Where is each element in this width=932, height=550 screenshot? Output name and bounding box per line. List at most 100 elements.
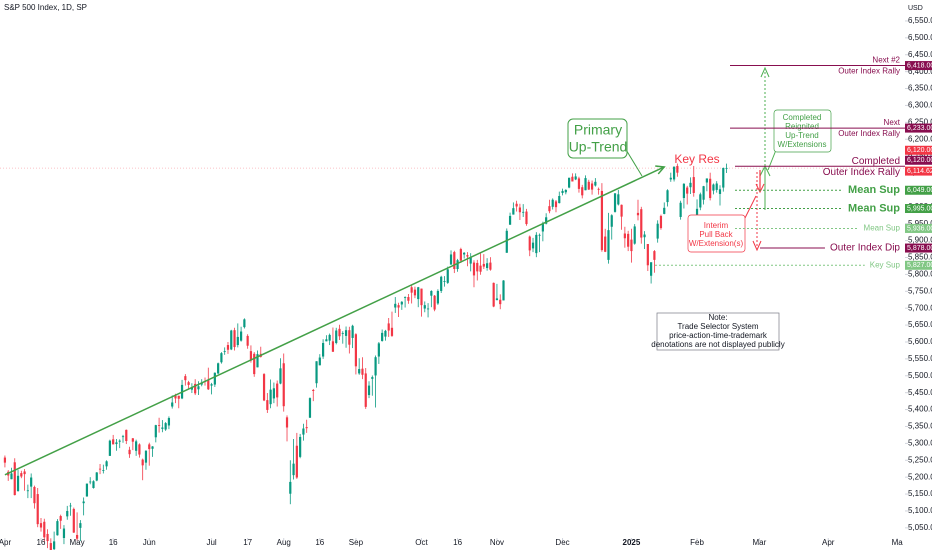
candle-body xyxy=(551,199,554,207)
note: denotations are not displayed publicly xyxy=(651,340,784,349)
candle-body xyxy=(620,204,623,217)
candle-body xyxy=(364,373,367,407)
candle-body xyxy=(600,190,604,251)
candle-body xyxy=(489,262,492,270)
x-tick-label: 16 xyxy=(453,538,462,547)
x-tick-label: Ma xyxy=(892,538,904,547)
candle-body xyxy=(128,449,131,455)
candle-body xyxy=(472,262,476,276)
candle-body xyxy=(105,461,108,467)
candle-body xyxy=(10,473,13,480)
annotation: Completed xyxy=(783,113,822,122)
candle-body xyxy=(722,167,725,188)
price-tag xyxy=(905,243,932,253)
candle-body xyxy=(554,201,558,208)
price-tag xyxy=(905,123,932,133)
price-tag-label: 6,418.00 xyxy=(907,62,932,69)
candle-body xyxy=(33,486,36,504)
candle-body xyxy=(253,353,256,375)
candle-body xyxy=(581,187,584,196)
level-label: Outer Index Dip xyxy=(830,243,900,254)
level-label: Outer Index Rally xyxy=(838,67,900,76)
candle-body xyxy=(400,301,403,305)
candle-body xyxy=(499,299,502,305)
candle-body xyxy=(597,188,600,190)
price-tag-label: 5,936.00 xyxy=(907,225,932,232)
price-tag-label: 5,878.00 xyxy=(907,245,932,252)
candle-body xyxy=(233,330,236,348)
currency: USD xyxy=(908,5,923,12)
candle-body xyxy=(420,288,423,306)
candle-body xyxy=(374,357,377,376)
y-tick-label: 5,850.00 xyxy=(908,253,932,262)
y-tick-label: 5,800.00 xyxy=(908,270,932,279)
candle-body xyxy=(39,523,43,528)
candle-body xyxy=(686,187,689,194)
trend-line xyxy=(4,166,665,476)
candle-body xyxy=(164,423,167,430)
candle-body xyxy=(361,368,364,375)
candle-body xyxy=(407,297,410,301)
candle-body xyxy=(318,357,321,366)
candle-body xyxy=(436,290,440,304)
candle-body xyxy=(718,189,722,194)
candle-body xyxy=(636,212,640,216)
candle-body xyxy=(36,494,39,525)
candle-body xyxy=(285,417,289,428)
candle-body xyxy=(190,387,193,390)
candle-body xyxy=(154,425,157,438)
chart-title: S&P 500 Index, 1D, SP xyxy=(4,3,87,12)
candle-body xyxy=(689,182,692,188)
candle-body xyxy=(548,206,551,212)
callout-box xyxy=(567,118,628,159)
candle-body xyxy=(243,319,246,328)
candle-body xyxy=(404,297,407,298)
candle-body xyxy=(121,436,125,438)
candle-body xyxy=(135,441,138,451)
candle-body xyxy=(699,194,702,208)
candle-body xyxy=(535,234,538,254)
price-tag-label: 6,114.62 xyxy=(907,168,932,175)
x-tick-label: Aug xyxy=(277,538,291,547)
annotation: Interim xyxy=(704,221,729,230)
level-label: Mean Sup xyxy=(848,184,900,196)
candle-body xyxy=(46,533,49,542)
candle-body xyxy=(62,528,66,538)
candle-body xyxy=(226,345,230,350)
candle-body xyxy=(69,505,72,507)
candle-body xyxy=(643,234,646,238)
y-tick-label: 5,950.00 xyxy=(908,219,932,228)
candle-body xyxy=(627,233,630,247)
candle-body xyxy=(528,236,531,251)
candle-body xyxy=(79,523,82,528)
y-tick-label: 6,250.00 xyxy=(908,117,932,126)
candle-body xyxy=(72,508,75,533)
candle-body xyxy=(13,462,16,496)
arrow-head xyxy=(755,183,765,194)
candle-body xyxy=(453,252,456,269)
candle-body xyxy=(239,331,243,341)
candle-body xyxy=(518,207,522,213)
candle-body xyxy=(709,178,712,199)
candle-body xyxy=(325,339,328,342)
candle-body xyxy=(377,343,380,357)
candle-body xyxy=(223,351,226,352)
y-tick-label: 5,600.00 xyxy=(908,337,932,346)
arrow-head xyxy=(760,66,770,78)
candle-body xyxy=(666,190,669,203)
y-tick-label: 5,150.00 xyxy=(908,489,932,498)
candle-body xyxy=(541,224,544,232)
y-tick-label: 5,500.00 xyxy=(908,371,932,380)
candle-body xyxy=(174,395,177,399)
x-tick-label: 16 xyxy=(109,538,118,547)
candle-body xyxy=(443,281,446,282)
callout-box xyxy=(773,109,832,153)
candle-body xyxy=(492,282,495,307)
candle-body xyxy=(30,477,33,487)
candle-body xyxy=(715,183,718,190)
candle-body xyxy=(417,287,420,300)
candle-body xyxy=(712,184,715,191)
annotation: Pull Back xyxy=(699,230,733,239)
